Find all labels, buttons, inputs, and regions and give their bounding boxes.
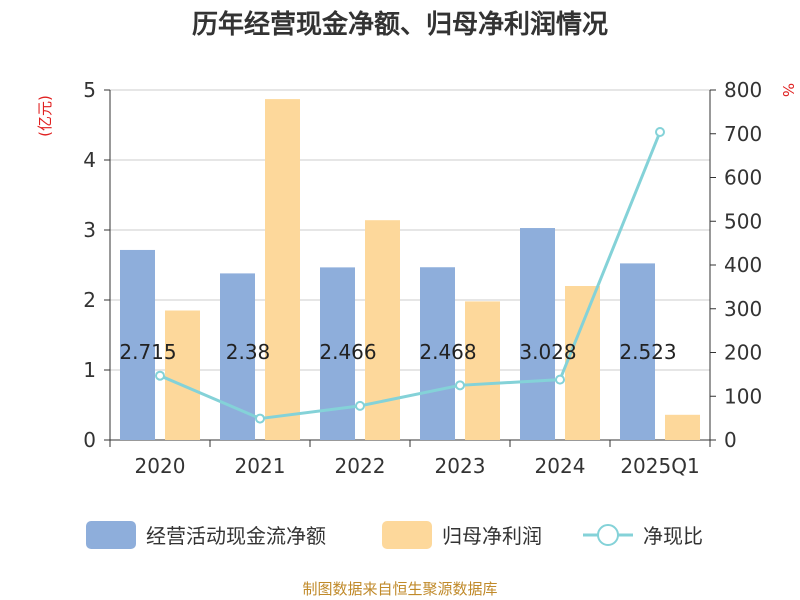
ratio-line [159,131,662,421]
data-label-cash-flow: 2.523 [619,340,676,364]
bar-net-profit [565,286,600,440]
axes: 0 1 2 3 4 5 0 100 200 300 400 500 600 700 800 2020 2021 2… [83,78,762,478]
left-tick-label: 4 [83,148,96,172]
ratio-point [155,370,165,381]
left-tick-label: 1 [83,358,96,382]
bar-cash-flow [420,267,455,440]
left-tick-label: 5 [83,78,96,102]
data-labels: 2.715 2.38 2.466 2.468 3.028 2.523 [119,340,676,364]
x-tick-label: 2020 [135,454,186,478]
bar-cash-flow [520,228,555,440]
bars [120,99,700,440]
data-label-cash-flow: 2.466 [319,340,376,364]
right-tick-label: 100 [724,384,762,408]
bar-net-profit [165,310,200,440]
bar-net-profit [665,414,700,440]
right-tick-label: 700 [724,122,762,146]
left-tick-label: 2 [83,288,96,312]
left-axis-unit: (亿元) [36,95,54,137]
x-tick-label: 2024 [535,454,586,478]
x-tick-label: 2023 [435,454,486,478]
right-tick-label: 300 [724,297,762,321]
x-tick-label: 2022 [335,454,386,478]
x-tick-label: 2021 [235,454,286,478]
ratio-point [255,413,265,424]
grid [110,89,710,371]
data-label-cash-flow: 3.028 [519,340,576,364]
legend: 经营活动现金流净额 归母净利润 净现比 [86,521,703,549]
legend-label-ratio: 净现比 [643,524,703,548]
bar-net-profit [465,301,500,440]
bar-cash-flow [120,249,155,440]
bar-cash-flow [620,263,655,440]
chart-title: 历年经营现金净额、归母净利润情况 [192,9,608,40]
right-tick-label: 200 [724,341,762,365]
ratio-point [655,127,665,137]
legend-swatch-cash-flow [86,521,136,549]
ratio-point [455,380,465,391]
data-label-cash-flow: 2.715 [119,340,176,364]
data-label-cash-flow: 2.38 [226,340,271,364]
right-axis-unit: % [779,83,797,97]
right-tick-label: 400 [724,253,762,277]
line-series [155,127,665,424]
bar-cash-flow [220,273,255,440]
bar-net-profit [265,99,300,440]
right-tick-label: 600 [724,166,762,190]
left-tick-label: 0 [83,428,96,452]
legend-label-net-profit: 归母净利润 [442,524,542,548]
ratio-point [355,400,365,411]
data-label-cash-flow: 2.468 [419,340,476,364]
left-tick-label: 3 [83,218,96,242]
x-tick-label: 2025Q1 [620,454,699,478]
bar-net-profit [365,220,400,440]
data-source-note: 制图数据来自恒生聚源数据库 [302,580,497,598]
right-tick-label: 0 [724,428,737,452]
legend-label-cash-flow: 经营活动现金流净额 [146,524,326,548]
legend-swatch-ratio-marker [597,524,619,546]
right-tick-label: 500 [724,209,762,233]
legend-swatch-net-profit [382,521,432,549]
right-tick-label: 800 [724,78,762,102]
ratio-point [555,374,565,385]
